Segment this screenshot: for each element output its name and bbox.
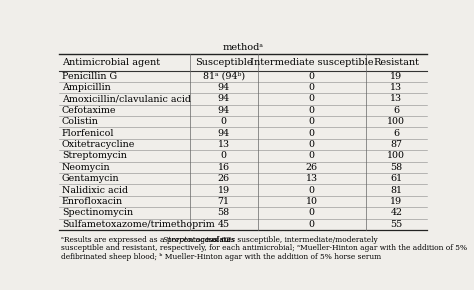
Text: 0: 0 (309, 186, 315, 195)
Text: 58: 58 (218, 209, 230, 218)
Text: Susceptible: Susceptible (195, 58, 253, 67)
Text: 0: 0 (309, 140, 315, 149)
Text: Cefotaxime: Cefotaxime (62, 106, 116, 115)
Text: 6: 6 (393, 129, 400, 138)
Text: 26: 26 (306, 163, 318, 172)
Text: Ampicillin: Ampicillin (62, 83, 110, 92)
Text: 16: 16 (218, 163, 230, 172)
Text: 55: 55 (390, 220, 402, 229)
Text: 94: 94 (218, 106, 230, 115)
Text: 61: 61 (390, 174, 402, 183)
Text: 13: 13 (390, 83, 402, 92)
Text: 94: 94 (218, 129, 230, 138)
Text: 0: 0 (309, 209, 315, 218)
Text: 0: 0 (309, 83, 315, 92)
Text: 45: 45 (218, 220, 230, 229)
Text: 100: 100 (387, 151, 405, 160)
Text: 13: 13 (218, 140, 230, 149)
Text: 19: 19 (218, 186, 230, 195)
Text: Intermediate susceptible: Intermediate susceptible (250, 58, 374, 67)
Text: 0: 0 (309, 72, 315, 81)
Text: Gentamycin: Gentamycin (62, 174, 119, 183)
Text: 0: 0 (220, 117, 227, 126)
Text: 0: 0 (309, 106, 315, 115)
Text: 94: 94 (218, 83, 230, 92)
Text: susceptible and resistant, respectively, for each antimicrobial; ᵃMueller-Hinton: susceptible and resistant, respectively,… (61, 244, 467, 252)
Text: Resistant: Resistant (374, 58, 419, 67)
Text: Streptomycin: Streptomycin (62, 151, 127, 160)
Text: Neomycin: Neomycin (62, 163, 110, 172)
Text: isolates susceptible, intermediate/moderately: isolates susceptible, intermediate/moder… (204, 235, 378, 244)
Text: 71: 71 (218, 197, 229, 206)
Text: 100: 100 (387, 117, 405, 126)
Text: 13: 13 (390, 95, 402, 104)
Text: 0: 0 (309, 151, 315, 160)
Text: Enrofloxacin: Enrofloxacin (62, 197, 123, 206)
Text: 81: 81 (390, 186, 402, 195)
Text: Penicillin G: Penicillin G (62, 72, 117, 81)
Text: ᵃResults are expressed as a percentage of 62: ᵃResults are expressed as a percentage o… (61, 235, 233, 244)
Text: 0: 0 (309, 95, 315, 104)
Text: Sulfametoxazome/trimethoprim: Sulfametoxazome/trimethoprim (62, 220, 215, 229)
Text: Nalidixic acid: Nalidixic acid (62, 186, 128, 195)
Text: 0: 0 (309, 129, 315, 138)
Text: Colistin: Colistin (62, 117, 99, 126)
Text: 81ᵃ (94ᵇ): 81ᵃ (94ᵇ) (202, 72, 245, 81)
Text: 94: 94 (218, 95, 230, 104)
Text: Antimicrobial agent: Antimicrobial agent (62, 58, 160, 67)
Text: 10: 10 (306, 197, 318, 206)
Text: 26: 26 (218, 174, 230, 183)
Text: 19: 19 (390, 72, 402, 81)
Text: Streptococcus suis: Streptococcus suis (163, 235, 235, 244)
Text: Amoxicillin/clavulanic acid: Amoxicillin/clavulanic acid (62, 95, 191, 104)
Text: 42: 42 (390, 209, 402, 218)
Text: 13: 13 (306, 174, 318, 183)
Text: Spectinomycin: Spectinomycin (62, 209, 133, 218)
Text: 6: 6 (393, 106, 400, 115)
Text: 19: 19 (390, 197, 402, 206)
Text: 87: 87 (390, 140, 402, 149)
Text: 58: 58 (390, 163, 402, 172)
Text: methodᵃ: methodᵃ (222, 43, 264, 52)
Text: defibrinated sheep blood; ᵇ Mueller-Hinton agar with the addition of 5% horse se: defibrinated sheep blood; ᵇ Mueller-Hint… (61, 253, 381, 260)
Text: 0: 0 (220, 151, 227, 160)
Text: Florfenicol: Florfenicol (62, 129, 114, 138)
Text: Oxitetracycline: Oxitetracycline (62, 140, 135, 149)
Text: 0: 0 (309, 117, 315, 126)
Text: 0: 0 (309, 220, 315, 229)
